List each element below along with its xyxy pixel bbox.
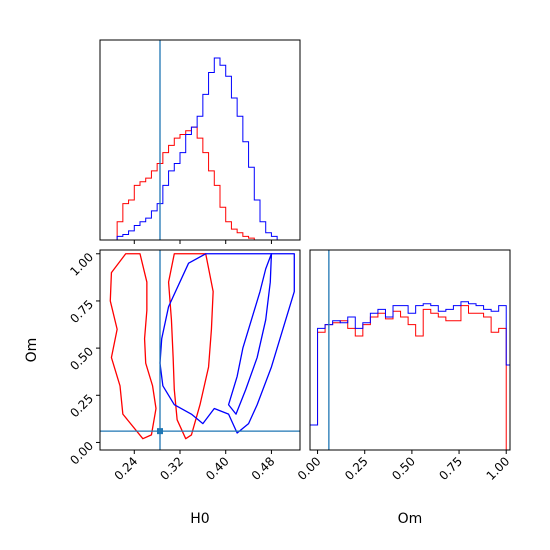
contour-frame <box>99 249 301 451</box>
h0-tick-label: 0.32 <box>157 454 186 483</box>
contour-blue-level-1 <box>159 253 295 434</box>
om-tick-label: 0.50 <box>67 344 96 373</box>
om-histogram-blue-series <box>310 301 510 426</box>
om-tick-label: 0.25 <box>67 392 96 421</box>
om-histogram-red-series <box>310 305 510 451</box>
x-axis-label-om: Om <box>398 511 423 527</box>
h0-histogram-blue-series <box>116 57 289 241</box>
om-tick-label: 1.00 <box>67 250 96 279</box>
x-axis-label-h0: H0 <box>190 511 209 527</box>
contour-truth-point <box>157 428 163 435</box>
om-histogram-tick-label: 0.50 <box>389 454 418 483</box>
om-histogram-tick-label: 0.75 <box>436 454 465 483</box>
om-histogram-frame <box>309 249 511 451</box>
om-histogram-panel: 0.00 0.25 0.50 0.75 1.00 Om <box>295 249 513 527</box>
contour-blue-level-2 <box>227 253 273 415</box>
h0-tick-label: 0.40 <box>203 454 232 483</box>
om-histogram-tick-label: 0.00 <box>295 454 324 483</box>
om-histogram-tick-label: 1.00 <box>484 454 513 483</box>
h0-tick-label: 0.24 <box>112 454 141 483</box>
contour-panel: 0.24 0.32 0.40 0.48 0.00 0.25 0.50 0.75 1.00 H0… <box>24 249 301 527</box>
contour-red-level-2 <box>167 253 214 440</box>
contour-red-level-1 <box>109 253 157 440</box>
om-histogram-tick-label: 0.25 <box>342 454 371 483</box>
h0-tick-label: 0.48 <box>249 454 278 483</box>
h0-histogram-panel <box>99 39 301 244</box>
h0-histogram-red-series <box>116 126 289 241</box>
y-axis-label-om: Om <box>24 338 40 363</box>
h0-histogram-frame <box>99 39 301 241</box>
om-tick-label: 0.00 <box>67 439 96 468</box>
om-tick-label: 0.75 <box>67 297 96 326</box>
